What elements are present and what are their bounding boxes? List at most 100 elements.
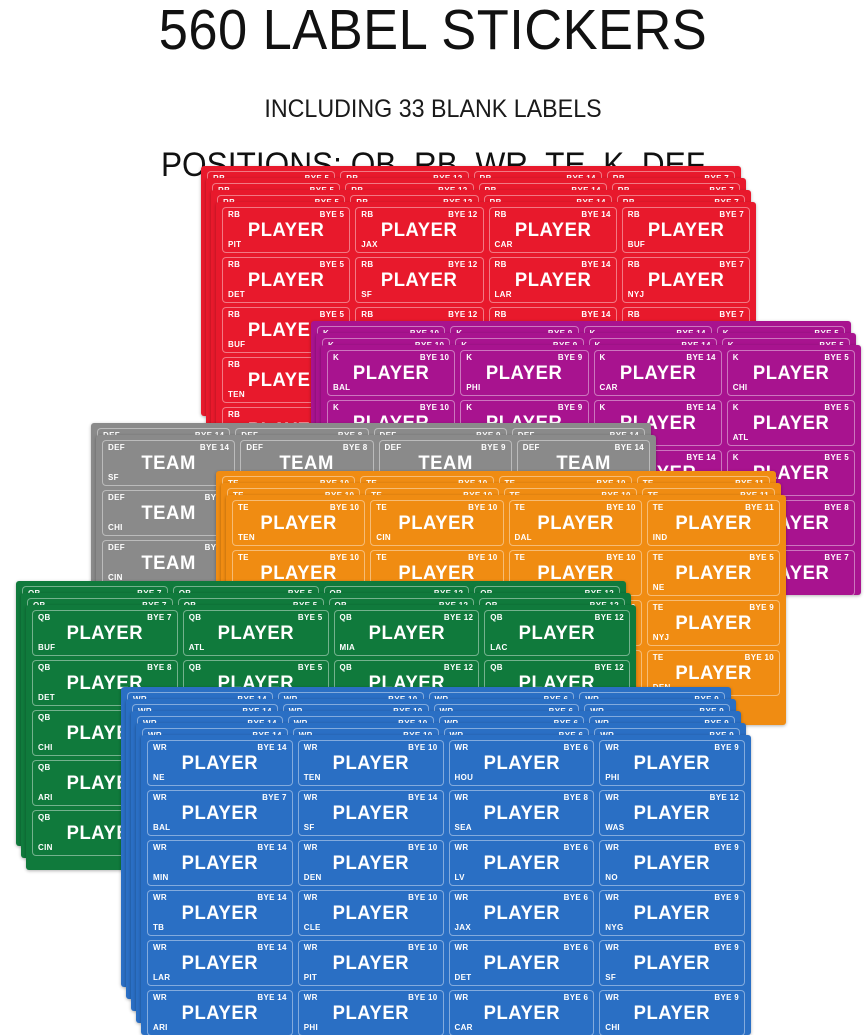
- sticker-position-code: WR: [605, 943, 620, 952]
- sticker-team-code: PIT: [228, 240, 242, 249]
- sticker-main-word: PLAYER: [66, 623, 144, 644]
- sticker-bye-week: BYE 7: [262, 793, 287, 802]
- sticker-position-code: QB: [38, 713, 51, 722]
- sticker-bye-week: BYE 11: [745, 503, 774, 512]
- sticker-team-code: NO: [605, 873, 618, 882]
- sticker-bye-week: BYE 12: [448, 260, 478, 269]
- sticker-team-code: CIN: [108, 573, 123, 582]
- sticker-main-word: PLAYER: [483, 853, 560, 874]
- sticker-bye-week: BYE 14: [257, 893, 287, 902]
- sticker-team-code: DET: [454, 973, 472, 982]
- sticker-bye-week: BYE 7: [719, 210, 744, 219]
- sticker-main-word: TEAM: [279, 453, 335, 474]
- sticker-main-word: PLAYER: [483, 953, 560, 974]
- sticker-position-code: K: [732, 353, 739, 362]
- sticker-main-word: PLAYER: [332, 753, 409, 774]
- sticker-position-code: RB: [228, 360, 241, 369]
- sticker-main-word: PLAYER: [483, 903, 560, 924]
- sticker-team-code: SEA: [454, 823, 472, 832]
- sticker-bye-week: BYE 10: [408, 993, 438, 1002]
- sticker-position-code: WR: [303, 793, 318, 802]
- sticker-team-code: NYJ: [652, 633, 670, 642]
- sticker-team-code: DET: [38, 693, 55, 702]
- sticker-bye-week: BYE 14: [257, 943, 287, 952]
- sticker-team-code: BUF: [38, 643, 56, 652]
- sticker-main-word: PLAYER: [483, 753, 560, 774]
- sticker-bye-week: BYE 10: [606, 553, 636, 562]
- sticker-bye-week: BYE 9: [714, 993, 739, 1002]
- sticker-bye-week: BYE 9: [557, 353, 583, 362]
- sticker-position-code: WR: [454, 743, 469, 752]
- sticker-bye-week: BYE 5: [319, 310, 345, 319]
- sticker-bye-week: BYE 14: [581, 260, 611, 269]
- sticker-main-word: PLAYER: [247, 270, 325, 291]
- sticker-team-code: PHI: [466, 383, 481, 392]
- sticker-team-code: IND: [652, 533, 668, 542]
- sticker-position-code: WR: [303, 893, 318, 902]
- sticker-bye-week: BYE 10: [419, 403, 450, 412]
- sticker-main-word: PLAYER: [332, 953, 409, 974]
- sticker-position-code: WR: [153, 893, 167, 902]
- sticker-team-code: PHI: [303, 1023, 318, 1032]
- sticker-position-code: TE: [652, 503, 664, 512]
- sticker-team-code: NE: [153, 773, 165, 782]
- sticker-bye-week: BYE 5: [824, 353, 849, 362]
- sticker-bye-week: BYE 8: [342, 443, 368, 452]
- sticker-bye-week: BYE 5: [319, 210, 345, 219]
- sticker-team-code: BUF: [228, 340, 246, 349]
- sticker-position-code: WR: [605, 893, 620, 902]
- sticker-position-code: TE: [376, 553, 388, 562]
- sticker-main-word: PLAYER: [381, 220, 458, 241]
- sticker-team-code: ATL: [188, 643, 205, 652]
- sticker-team-code: CAR: [454, 1023, 473, 1032]
- sticker-main-word: PLAYER: [181, 853, 259, 874]
- sticker-bye-week: BYE 12: [448, 210, 478, 219]
- sticker-bye-week: BYE 14: [686, 403, 716, 412]
- sticker-bye-week: BYE 5: [824, 403, 849, 412]
- sticker-team-code: ARI: [38, 793, 53, 802]
- sticker-main-word: PLAYER: [633, 853, 711, 874]
- sticker-bye-week: BYE 12: [594, 613, 624, 622]
- sticker-main-word: TEAM: [556, 453, 611, 474]
- sticker-position-code: WR: [454, 793, 469, 802]
- sticker-position-code: RB: [361, 260, 374, 269]
- sticker-bye-week: BYE 12: [594, 663, 624, 672]
- sticker-bye-week: BYE 10: [329, 553, 360, 562]
- sticker-bye-week: BYE 14: [686, 353, 716, 362]
- sticker-bye-week: BYE 7: [147, 613, 172, 622]
- sticker-position-code: WR: [605, 993, 620, 1002]
- sticker-position-code: WR: [454, 893, 469, 902]
- sticker-bye-week: BYE 5: [319, 260, 345, 269]
- sticker-bye-week: BYE 14: [257, 993, 287, 1002]
- sticker-main-word: PLAYER: [181, 753, 259, 774]
- sticker-bye-week: BYE 6: [563, 893, 589, 902]
- sticker-position-code: RB: [361, 210, 374, 219]
- sticker-bye-week: BYE 12: [709, 793, 739, 802]
- sticker-position-code: TE: [514, 503, 526, 512]
- sticker-bye-week: BYE 9: [714, 843, 739, 852]
- sticker-position-code: WR: [303, 943, 318, 952]
- sticker-team-code: MIN: [153, 873, 169, 882]
- sticker-position-code: QB: [38, 763, 51, 772]
- sticker-main-word: PLAYER: [247, 320, 325, 341]
- blank-labels-note: INCLUDING 33 BLANK LABELS: [264, 95, 602, 123]
- sticker-position-code: RB: [627, 260, 640, 269]
- sticker-bye-week: BYE 5: [297, 663, 323, 672]
- sticker-bye-week: BYE 10: [408, 743, 438, 752]
- sticker-team-code: CHI: [732, 383, 748, 392]
